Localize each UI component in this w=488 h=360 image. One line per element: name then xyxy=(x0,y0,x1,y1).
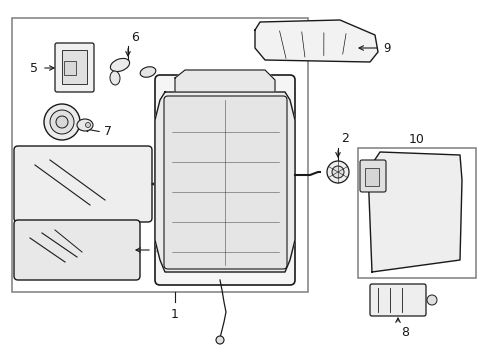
Bar xyxy=(12,18,307,292)
Circle shape xyxy=(331,166,343,178)
FancyBboxPatch shape xyxy=(359,160,385,192)
Circle shape xyxy=(56,116,68,128)
Text: 6: 6 xyxy=(131,31,139,44)
Text: 2: 2 xyxy=(340,132,348,145)
Circle shape xyxy=(326,161,348,183)
Bar xyxy=(357,148,475,278)
FancyBboxPatch shape xyxy=(55,43,94,92)
Bar xyxy=(62,50,87,84)
FancyBboxPatch shape xyxy=(155,75,294,285)
Ellipse shape xyxy=(140,67,156,77)
Ellipse shape xyxy=(110,58,129,72)
Text: 5: 5 xyxy=(30,62,38,75)
Polygon shape xyxy=(367,152,461,272)
Ellipse shape xyxy=(110,71,120,85)
FancyBboxPatch shape xyxy=(14,220,140,280)
Text: 9: 9 xyxy=(382,41,390,54)
FancyBboxPatch shape xyxy=(14,146,152,222)
Bar xyxy=(364,168,378,186)
Text: 1: 1 xyxy=(171,308,179,321)
Circle shape xyxy=(50,110,74,134)
FancyBboxPatch shape xyxy=(369,284,425,316)
FancyBboxPatch shape xyxy=(163,96,286,269)
Text: 8: 8 xyxy=(400,326,408,339)
Text: 10: 10 xyxy=(408,133,424,146)
Circle shape xyxy=(216,336,224,344)
Bar xyxy=(64,61,76,75)
Ellipse shape xyxy=(77,119,93,131)
Text: 7: 7 xyxy=(104,126,112,139)
Polygon shape xyxy=(175,70,274,92)
Text: 3: 3 xyxy=(171,177,179,190)
Circle shape xyxy=(85,122,90,127)
Polygon shape xyxy=(155,92,294,272)
Text: 4: 4 xyxy=(155,243,163,256)
Circle shape xyxy=(426,295,436,305)
Circle shape xyxy=(44,104,80,140)
Polygon shape xyxy=(254,20,377,62)
